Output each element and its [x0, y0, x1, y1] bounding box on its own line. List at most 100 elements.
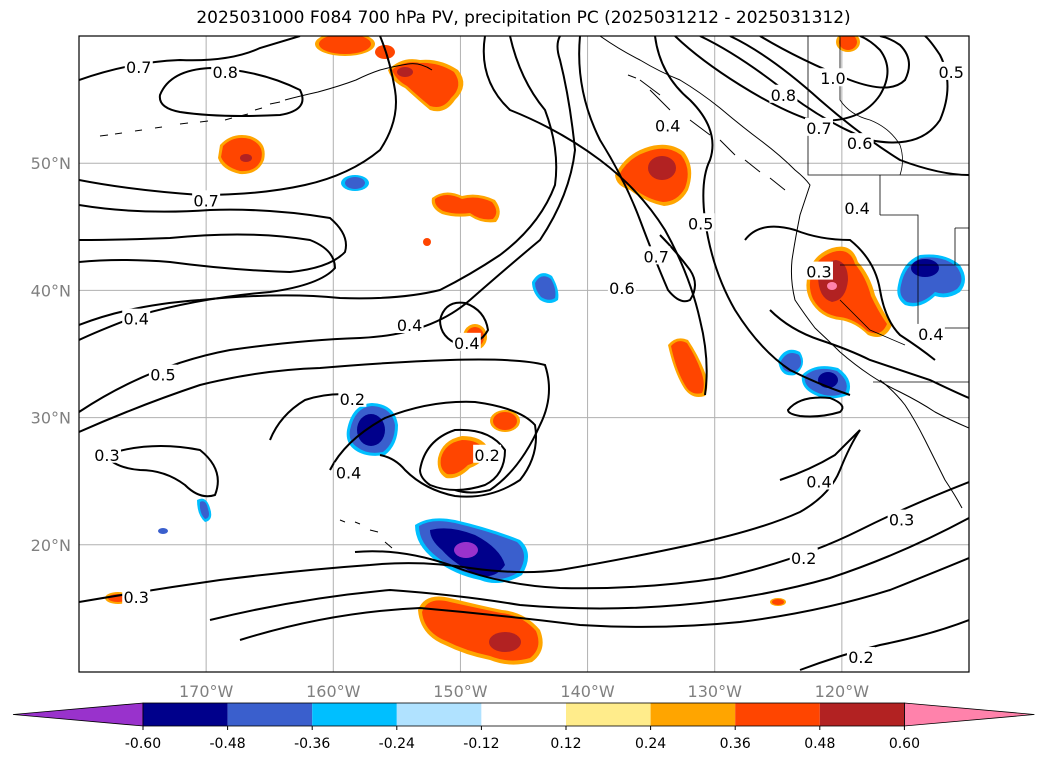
- contour-label: 0.4: [336, 464, 361, 483]
- contour-label-bg: [122, 587, 151, 606]
- colorbar-segment: [650, 703, 736, 726]
- contour-label-bg: [769, 84, 798, 103]
- contour-label: 0.6: [609, 279, 634, 298]
- precip-blob: [431, 192, 500, 223]
- contour-label-bg: [334, 462, 363, 481]
- contour-label-bg: [887, 509, 916, 528]
- contour-label-bg: [916, 323, 945, 342]
- contour-label-bg: [653, 115, 682, 134]
- plot-frame: [78, 35, 970, 673]
- contour-label: 0.6: [847, 134, 872, 153]
- contour-label: 0.3: [806, 263, 831, 282]
- contour-label: 0.4: [397, 316, 422, 335]
- contour-label: 0.8: [771, 86, 796, 105]
- contour-label: 0.7: [644, 247, 669, 266]
- contour-label-bg: [804, 471, 833, 490]
- lat-tick-label: 30°N: [31, 409, 71, 428]
- contour-label: 0.3: [94, 446, 119, 465]
- contour-label: 0.7: [126, 58, 151, 77]
- colorbar-tick-label: -0.60: [125, 736, 161, 752]
- precip-blob: [388, 59, 464, 112]
- precip-negative-areas: [158, 175, 965, 584]
- contour-label: 0.2: [791, 549, 816, 568]
- lon-tick-label: 160°W: [306, 682, 361, 701]
- lat-tick-label: 40°N: [31, 281, 71, 300]
- precip-blob: [197, 498, 212, 522]
- contour-label-bg: [92, 444, 121, 463]
- contour-label: 1.0: [820, 69, 845, 88]
- colorbar-tick-label: 0.60: [889, 736, 920, 752]
- contour-label-bg: [818, 68, 847, 87]
- precip-blob: [801, 366, 851, 399]
- contour-label: 0.2: [474, 446, 499, 465]
- colorbar-segment: [227, 703, 313, 726]
- contour-label-bg: [124, 56, 153, 75]
- borders: [807, 36, 969, 383]
- contour-label-bg: [642, 246, 671, 265]
- contour-label-bg: [473, 444, 502, 463]
- colorbar-segment: [312, 703, 397, 726]
- contour-label-bg: [607, 278, 636, 297]
- lon-tick-label: 130°W: [688, 682, 743, 701]
- colorbar-tick-label: -0.36: [294, 736, 330, 752]
- contour-label-bg: [338, 388, 367, 407]
- contour-label-bg: [686, 213, 715, 232]
- lat-tick-labels: 20°N 30°N 40°N 50°N: [31, 154, 71, 555]
- contour-label: 0.4: [454, 334, 479, 353]
- lat-tick-label: 50°N: [31, 154, 71, 173]
- contour-label-bg: [846, 647, 875, 666]
- precip-blob: [532, 273, 559, 303]
- precip-blob: [668, 338, 708, 397]
- contour-label: 0.7: [193, 191, 218, 210]
- precip-blob: [836, 36, 860, 52]
- contour-label: 0.3: [123, 588, 148, 607]
- colorbar-tick-label: -0.12: [463, 736, 499, 752]
- contour-label-bg: [789, 547, 818, 566]
- pv-contours: [79, 36, 969, 671]
- colorbar-tick-label: 0.12: [550, 736, 581, 752]
- colorbar-extend-max: [904, 702, 1035, 727]
- contour-label: 0.4: [123, 310, 148, 329]
- precip-blob: [218, 135, 265, 175]
- contour-label: 0.2: [340, 390, 365, 409]
- contour-label-bg: [843, 197, 872, 216]
- contour-label: 0.8: [212, 63, 237, 82]
- lon-tick-label: 150°W: [433, 682, 488, 701]
- contour-label: 0.5: [688, 214, 713, 233]
- contour-label-bg: [192, 190, 221, 209]
- contour-label-bg: [395, 315, 424, 334]
- contour-labels: 0.7 0.8 0.7 0.4 0.5 0.4 0.4 0.2 0.3 0.4 0.2 0.3 0.4 0…: [92, 56, 966, 667]
- precip-blob: [418, 596, 543, 665]
- lat-tick-label: 20°N: [31, 536, 71, 555]
- coastlines: [99, 36, 969, 549]
- precip-blob: [490, 410, 520, 432]
- colorbar-tick-label: -0.48: [209, 736, 245, 752]
- colorbar-extend-min: [12, 702, 144, 727]
- contour-label-bg: [122, 308, 151, 327]
- contour-label: 0.5: [150, 366, 175, 385]
- colorbar-frame: [142, 702, 905, 727]
- contour-label-bg: [804, 261, 833, 280]
- map-layers: 0.7 0.8 0.7 0.4 0.5 0.4 0.4 0.2 0.3 0.4 0.2 0.3 0.4 0…: [79, 36, 969, 672]
- colorbar-segment: [819, 703, 905, 726]
- contour-label: 0.4: [655, 116, 680, 135]
- lon-tick-labels: 170°W 160°W 150°W 140°W 130°W 120°W: [179, 682, 869, 701]
- contour-label: 0.7: [806, 119, 831, 138]
- lon-tick-label: 170°W: [179, 682, 234, 701]
- contour-label: 0.2: [848, 648, 873, 667]
- colorbar: [12, 702, 1035, 727]
- contour-label: 0.4: [844, 199, 869, 218]
- contour-label: 0.3: [889, 511, 914, 530]
- colorbar-segment: [396, 703, 482, 726]
- colorbar-tick-label: 0.48: [804, 736, 835, 752]
- contour-label-bg: [937, 61, 966, 80]
- precip-blob: [415, 518, 529, 584]
- colorbar-segment: [481, 703, 566, 726]
- colorbar-tick-label: 0.24: [635, 736, 666, 752]
- contour-label-bg: [845, 133, 874, 152]
- contour-label-bg: [804, 117, 833, 136]
- colorbar-segment: [735, 703, 820, 726]
- colorbar-segment: [143, 703, 228, 726]
- map-title: 2025031000 F084 700 hPa PV, precipitatio…: [196, 8, 851, 28]
